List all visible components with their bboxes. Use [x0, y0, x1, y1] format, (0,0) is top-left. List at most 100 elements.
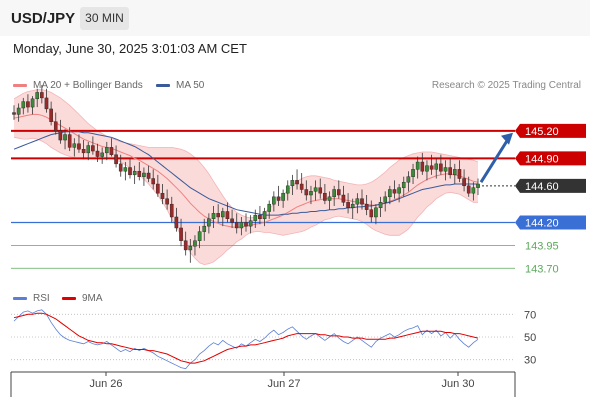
candle-body — [30, 98, 35, 108]
candle-body — [346, 202, 350, 209]
level-tag-label: 144.20 — [525, 217, 559, 229]
ma50-legend-label: MA 50 — [176, 80, 205, 91]
candle-body — [230, 218, 234, 223]
level-tag — [515, 151, 586, 166]
ma50-swatch-icon — [156, 83, 170, 87]
candle-body — [253, 214, 258, 221]
candle-body — [123, 167, 128, 172]
candle-body — [471, 187, 476, 194]
candle-body — [309, 191, 313, 196]
candle-body — [160, 192, 165, 199]
candle-body — [174, 216, 179, 229]
level-tag-label: 143.70 — [525, 263, 559, 275]
candle-body — [216, 213, 220, 218]
candle-body — [350, 203, 355, 209]
candle-body — [16, 107, 21, 115]
candle-body — [281, 192, 285, 201]
candle-body — [118, 163, 123, 172]
candle-body — [383, 196, 388, 203]
candle-body — [77, 143, 81, 150]
candle-body — [109, 147, 114, 155]
candle-body — [183, 240, 188, 251]
candle-body — [262, 211, 267, 220]
candle-body — [374, 207, 378, 218]
candle-body — [332, 189, 336, 198]
candle-body — [67, 134, 72, 148]
ma9-swatch-icon — [62, 296, 76, 300]
candle-body — [420, 161, 425, 172]
level-tag-label: 145.20 — [525, 126, 559, 138]
ma50-line — [13, 131, 478, 216]
candle-body — [91, 145, 95, 152]
rsi-legend-label: RSI — [33, 293, 50, 304]
candle-body — [132, 170, 137, 176]
candle-body — [21, 101, 26, 109]
candle-body — [457, 169, 462, 179]
candle-body — [104, 147, 109, 154]
forecast-arrow-shaft — [479, 136, 511, 183]
candle-body — [276, 196, 281, 201]
time-axis-label: Jun 30 — [441, 378, 474, 390]
candle-body — [26, 101, 30, 108]
candle-body — [337, 189, 341, 196]
candle-body — [156, 183, 160, 194]
candle-body — [53, 121, 58, 132]
ma9-legend-label: 9MA — [82, 293, 103, 304]
candle-body — [267, 203, 272, 212]
candle-body — [364, 203, 369, 210]
legend-9ma: 9MA — [62, 293, 103, 304]
candle-body — [369, 209, 374, 218]
candle-body — [179, 227, 183, 241]
candle-body — [295, 180, 299, 185]
candle-body — [327, 196, 332, 201]
candle-body — [100, 152, 104, 157]
time-axis: Jun 26 Jun 27 Jun 30 — [10, 371, 516, 397]
rsi-swatch-icon — [13, 296, 27, 300]
candle-body — [392, 189, 397, 194]
candle-body — [72, 143, 77, 148]
timeframe-button[interactable]: 30 MIN — [80, 7, 129, 30]
ma9-line — [13, 312, 479, 364]
legend-rsi: RSI — [13, 293, 50, 304]
candle-body — [304, 189, 309, 196]
candle-body — [188, 246, 193, 251]
candle-body — [388, 189, 392, 198]
level-tags: 145.20 144.90 144.60 144.20 143.95 143.70 — [515, 123, 586, 275]
candle-body — [35, 92, 39, 100]
time-axis-label: Jun 26 — [89, 378, 122, 390]
research-credit: Research © 2025 Trading Central — [431, 80, 581, 91]
candle-body — [146, 172, 151, 179]
ma20-legend-label: MA 20 + Bollinger Bands — [33, 80, 143, 91]
legend-ma50: MA 50 — [156, 80, 204, 91]
candlesticks — [12, 85, 480, 263]
candle-body — [415, 161, 420, 170]
candle-body — [397, 187, 401, 194]
candle-body — [299, 183, 304, 190]
candle-body — [137, 170, 142, 177]
level-tag-label: 144.60 — [525, 181, 559, 193]
candle-body — [95, 150, 100, 157]
ma20-swatch-icon — [13, 83, 27, 87]
candle-body — [142, 172, 146, 177]
candle-body — [197, 231, 202, 241]
candle-body — [425, 165, 429, 172]
level-tag — [515, 215, 586, 230]
candle-body — [211, 213, 216, 220]
candle-body — [341, 194, 346, 203]
candle-body — [355, 198, 360, 205]
rsi-grid: 70 50 30 — [11, 309, 536, 367]
symbol-label: USD/JPY — [11, 10, 76, 27]
rsi-tick-label: 30 — [524, 355, 536, 367]
candle-body — [439, 163, 443, 172]
candle-body — [248, 220, 253, 227]
candle-body — [318, 187, 323, 194]
candle-body — [49, 108, 53, 122]
candle-body — [448, 167, 452, 176]
time-axis-label: Jun 27 — [267, 378, 300, 390]
candle-body — [239, 222, 244, 229]
chart-timestamp: Monday, June 30, 2025 3:01:03 AM CET — [13, 41, 247, 56]
level-tag-label: 143.95 — [525, 240, 559, 252]
candle-body — [169, 203, 174, 218]
candle-body — [86, 145, 91, 154]
